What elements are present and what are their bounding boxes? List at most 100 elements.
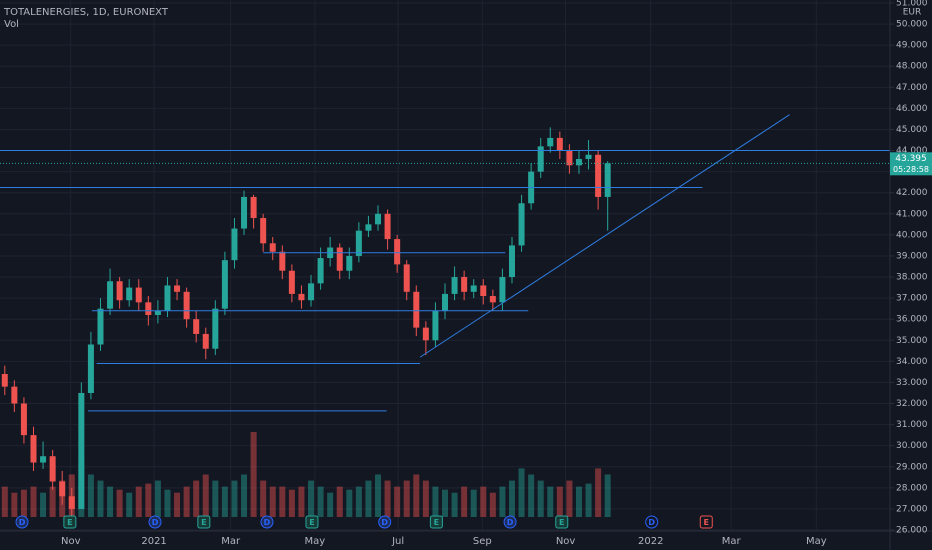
- event-label: E: [201, 518, 206, 527]
- candle-body: [40, 456, 47, 463]
- event-label: E: [309, 518, 314, 527]
- volume-bar: [518, 468, 525, 517]
- drawings: [0, 114, 890, 412]
- volume-bar: [480, 486, 487, 517]
- y-tick-label: 28.000: [896, 483, 928, 493]
- volume-bar: [20, 489, 27, 517]
- candle-body: [480, 285, 487, 297]
- y-tick-label: 32.000: [896, 399, 928, 409]
- volume-bar: [375, 474, 382, 517]
- volume-bar: [413, 474, 420, 517]
- y-tick-label: 35.000: [896, 336, 928, 346]
- volume-bar: [394, 486, 401, 517]
- volume-bar: [365, 480, 372, 517]
- chart-title: TOTALENERGIES, 1D, EURONEXT: [3, 7, 169, 18]
- volume-bar: [87, 474, 94, 517]
- x-tick-label: May: [806, 536, 827, 547]
- candle-body: [221, 260, 228, 309]
- volume-bar: [422, 480, 429, 517]
- candle-body: [260, 218, 267, 244]
- event-marker: [429, 515, 443, 529]
- candle-body: [288, 270, 295, 294]
- x-tick-label: Nov: [556, 536, 576, 547]
- event-marker: [15, 515, 29, 529]
- candle-body: [442, 293, 448, 311]
- candle-body: [461, 277, 468, 292]
- volume-bar: [384, 480, 391, 517]
- volume-bar: [298, 486, 305, 517]
- candle-body: [183, 291, 190, 320]
- y-tick-label: 38.000: [896, 273, 928, 283]
- x-tick-label: Sep: [473, 536, 492, 547]
- currency-label: EUR: [903, 8, 922, 18]
- y-tick-label: 31.000: [896, 420, 928, 430]
- volume-bar: [442, 489, 448, 517]
- volume-bar: [308, 480, 315, 517]
- candle-body: [193, 319, 200, 334]
- event-label: D: [507, 518, 514, 527]
- y-tick-label: 42.000: [896, 188, 928, 198]
- y-tick-label: 40.000: [896, 230, 928, 240]
- x-tick-label: 2021: [141, 536, 166, 547]
- candle-body: [164, 285, 171, 311]
- volume-bar: [317, 486, 324, 517]
- volume-bar: [556, 486, 563, 517]
- volume-bar: [355, 486, 362, 517]
- y-tick-label: 39.000: [896, 251, 928, 261]
- candle-body: [202, 333, 209, 349]
- candle-body: [20, 403, 27, 436]
- volume-bar: [461, 486, 468, 517]
- y-tick-label: 34.000: [896, 357, 928, 367]
- event-label: E: [704, 518, 709, 527]
- y-tick-label: 50.000: [896, 20, 928, 30]
- candle-body: [575, 158, 582, 166]
- volume-bar: [154, 480, 161, 517]
- volume-bar: [30, 486, 37, 517]
- event-label: D: [19, 518, 26, 527]
- volume-bar: [135, 486, 142, 517]
- volume-bar: [279, 486, 286, 517]
- volume-bar: [116, 489, 123, 517]
- volume-bar: [241, 474, 248, 517]
- volume-bar: [164, 489, 171, 517]
- volume-bar: [585, 483, 592, 517]
- candle-body: [595, 154, 602, 197]
- candle-body: [308, 283, 315, 301]
- candle-body: [413, 291, 420, 328]
- candle-body: [78, 392, 85, 509]
- y-tick-label: 29.000: [896, 462, 928, 472]
- candle-body: [336, 247, 343, 271]
- candle-body: [279, 251, 286, 271]
- candle-body: [470, 285, 477, 292]
- x-tick-label: Mar: [722, 536, 742, 547]
- candle-body: [508, 245, 515, 278]
- last-price-box: [890, 152, 932, 176]
- volume-bar: [40, 492, 47, 517]
- axes: 26.000 27.000 28.000 29.000 30.000 31.000 32.0…: [61, 0, 932, 547]
- volume-bar: [336, 486, 343, 517]
- candle-body: [135, 287, 142, 303]
- volume-bar: [260, 480, 267, 517]
- volume-bar: [566, 480, 573, 517]
- candle-body: [107, 281, 114, 309]
- candle-body: [375, 213, 382, 225]
- volume-bar: [499, 486, 506, 517]
- candle-body: [403, 264, 410, 292]
- volume-bar: [126, 492, 133, 517]
- event-marker: [260, 515, 274, 529]
- event-marker: [378, 515, 392, 529]
- x-tick-label: 2022: [638, 536, 663, 547]
- volume-bar: [537, 480, 544, 517]
- event-marker: [645, 515, 659, 529]
- event-label: E: [67, 518, 72, 527]
- volume-bar: [49, 486, 56, 517]
- candle-body: [97, 308, 104, 345]
- candle-body: [384, 213, 391, 240]
- volume-bar: [107, 486, 114, 517]
- candle-body: [317, 258, 324, 284]
- y-tick-label: 37.000: [896, 294, 928, 304]
- y-tick-label: 48.000: [896, 62, 928, 72]
- candle-body: [422, 327, 429, 341]
